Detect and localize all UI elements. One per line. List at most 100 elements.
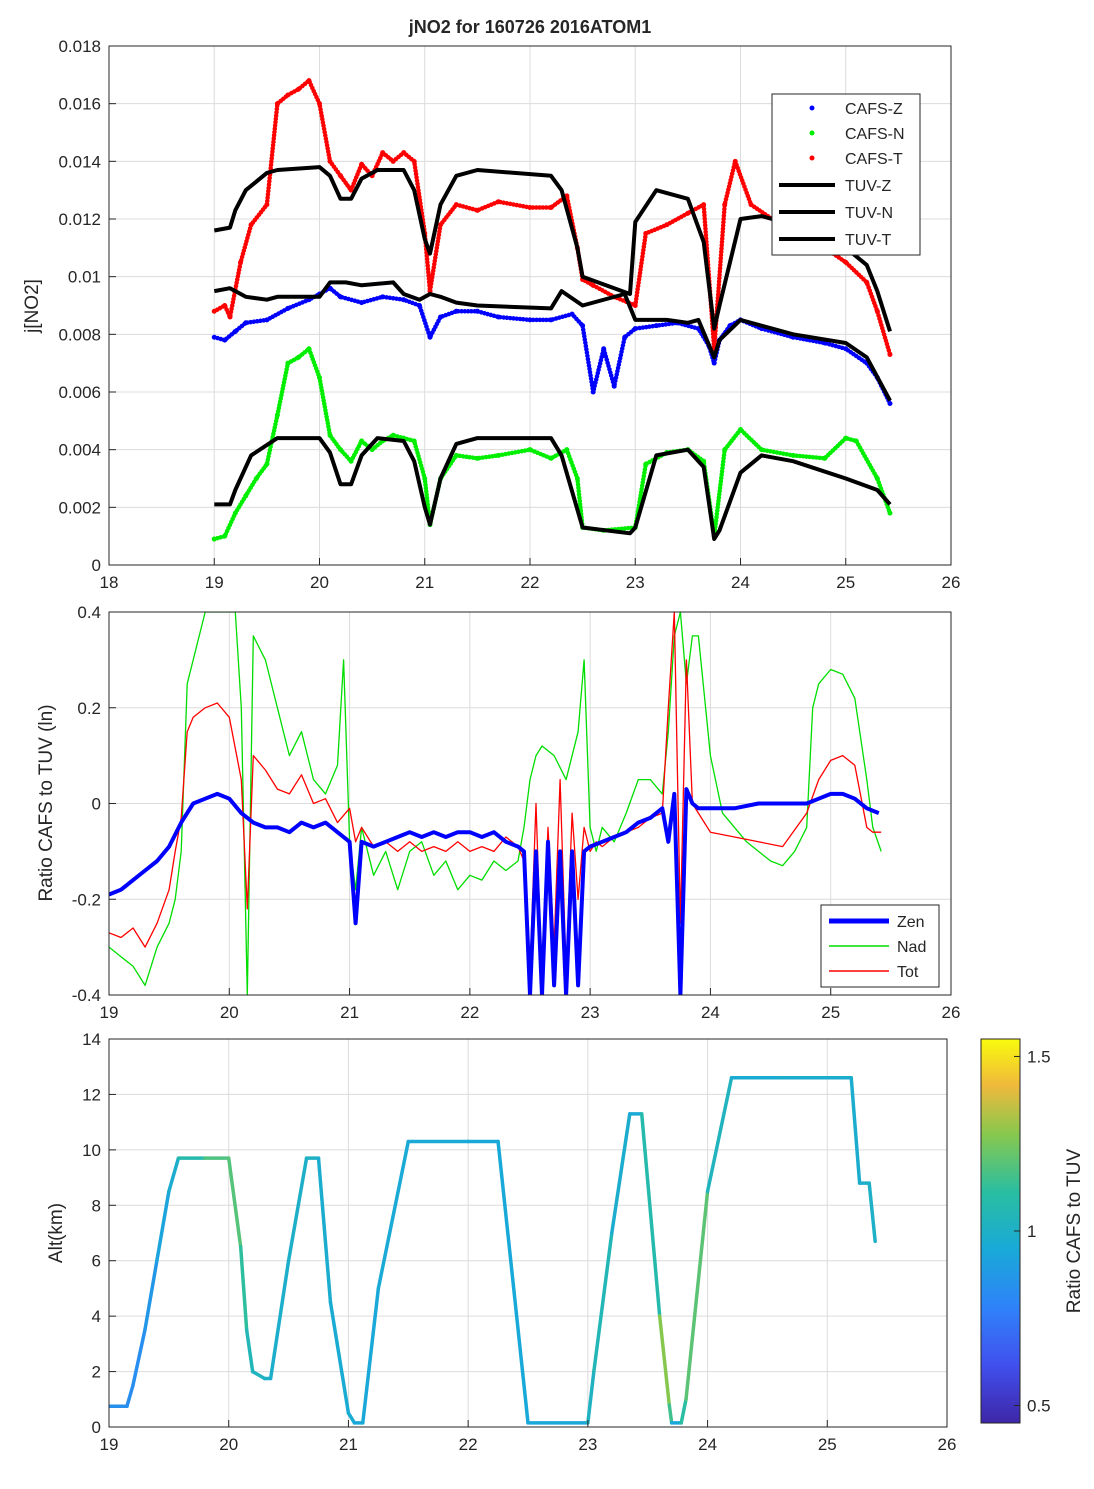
x-tick-label: 24	[698, 1435, 717, 1454]
cafs-t-point	[306, 78, 312, 84]
x-tick-label: 23	[578, 1435, 597, 1454]
cafs-n-point	[369, 447, 375, 453]
x-tick-label: 23	[581, 1003, 600, 1022]
altitude-segment	[226, 1156, 243, 1249]
series-tuv-z-line	[213, 280, 892, 402]
cafs-t-point	[748, 202, 754, 208]
colorbar-tick-label: 1.5	[1027, 1047, 1051, 1066]
legend-box	[771, 93, 921, 256]
cafs-z-point	[611, 383, 617, 389]
y-axis-label: Ratio CAFS to TUV (ln)	[36, 704, 57, 901]
y-tick-label: 10	[82, 1141, 101, 1160]
altitude-segment	[610, 1112, 632, 1235]
cafs-z-point	[527, 317, 533, 323]
cafs-t-point	[295, 86, 301, 92]
legend: Zen Nad Tot	[820, 904, 940, 988]
legend-label-cafs-t: CAFS-T	[845, 151, 903, 168]
cafs-t-point	[732, 158, 738, 164]
y-tick-label: 0.002	[58, 498, 101, 517]
cafs-t-point	[664, 222, 670, 228]
altitude-segment	[867, 1181, 877, 1244]
cafs-z-point	[285, 305, 291, 311]
x-tick-label: 25	[821, 1003, 840, 1022]
y-tick-label: 14	[82, 1030, 101, 1049]
plot-frame	[108, 1038, 948, 1428]
cafs-n-point	[348, 458, 354, 464]
altitude-segment	[244, 1328, 255, 1374]
cafs-n-point	[243, 493, 249, 499]
cafs-t-point	[411, 158, 417, 164]
cafs-n-point	[422, 476, 428, 481]
y-tick-label: 0	[92, 795, 101, 814]
altitude-segment	[143, 1258, 159, 1332]
cafs-n-point	[222, 533, 228, 539]
altitude-segment	[657, 1314, 672, 1407]
cafs-z-point	[548, 317, 554, 323]
cafs-n-point	[874, 476, 880, 481]
legend-label-tuv-n: TUV-N	[845, 205, 893, 222]
altitude-segment	[684, 1189, 710, 1402]
cafs-z-point	[622, 334, 628, 340]
altitude-segment	[639, 1112, 662, 1318]
cafs-t-point	[285, 92, 291, 98]
legend-marker-cafs-n	[809, 130, 815, 136]
cafs-n-point	[527, 447, 533, 453]
cafs-z-point	[453, 308, 459, 314]
colorbar: 0.5 1 1.5 Ratio CAFS to TUV	[980, 1038, 1085, 1424]
x-tick-label: 22	[460, 1003, 479, 1022]
legend-marker-cafs-t	[809, 155, 815, 161]
altitude-segment	[316, 1156, 333, 1305]
cafs-t-point	[643, 230, 649, 236]
cafs-n-point	[548, 455, 554, 461]
cafs-t-point	[401, 150, 407, 156]
cafs-z-point	[338, 294, 344, 300]
altitude-segment	[496, 1139, 530, 1425]
cafs-z-point	[264, 317, 270, 323]
cafs-z-point	[474, 308, 480, 314]
cafs-n-point	[411, 438, 417, 444]
cafs-t-point	[722, 202, 728, 208]
cafs-n-point	[574, 476, 580, 481]
cafs-t-point	[453, 202, 459, 208]
chart-title: jNO2 for 160726 2016ATOM1	[408, 17, 651, 37]
altitude-segment	[346, 1411, 357, 1425]
cafs-n-point	[887, 510, 893, 516]
cafs-z-point	[438, 314, 444, 320]
cafs-n-point	[274, 412, 280, 418]
legend-label-nad: Nad	[897, 939, 926, 956]
cafs-t-point	[632, 303, 638, 308]
x-tick-label: 24	[731, 573, 750, 592]
cafs-n-point	[474, 455, 480, 461]
x-tick-label: 20	[310, 573, 329, 592]
y-tick-label: 4	[92, 1307, 101, 1326]
altitude-segment	[849, 1076, 862, 1185]
y-axis-label: j[NO2]	[22, 279, 43, 334]
cafs-z-point	[843, 346, 849, 352]
x-tick-label: 26	[942, 1003, 961, 1022]
cafs-n-point	[317, 375, 322, 381]
cafs-t-point	[359, 161, 365, 167]
x-tick-label: 24	[701, 1003, 720, 1022]
cafs-t-point	[211, 308, 217, 314]
y-tick-label: 0.4	[77, 603, 101, 622]
cafs-n-point	[701, 458, 707, 464]
x-tick-label: 25	[836, 573, 855, 592]
altitude-segment	[125, 1383, 135, 1408]
y-tick-label: 0.008	[58, 325, 101, 344]
cafs-z-point	[632, 326, 638, 332]
cafs-t-point	[874, 308, 880, 314]
cafs-t-point	[438, 222, 444, 228]
x-tick-label: 19	[100, 1003, 119, 1022]
x-tick-label: 26	[942, 573, 961, 592]
series-nad-line	[109, 612, 882, 995]
altitude-segment	[592, 1231, 614, 1374]
x-tick-label: 23	[626, 573, 645, 592]
cafs-t-point	[527, 204, 533, 210]
cafs-n-point	[264, 461, 270, 467]
altitude-segment	[705, 1076, 734, 1194]
colorbar-gradient	[980, 1038, 1021, 1424]
x-tick-label: 21	[340, 1003, 359, 1022]
cafs-z-point	[580, 323, 586, 329]
cafs-n-point	[790, 452, 796, 458]
legend-label-tuv-t: TUV-T	[845, 232, 891, 249]
